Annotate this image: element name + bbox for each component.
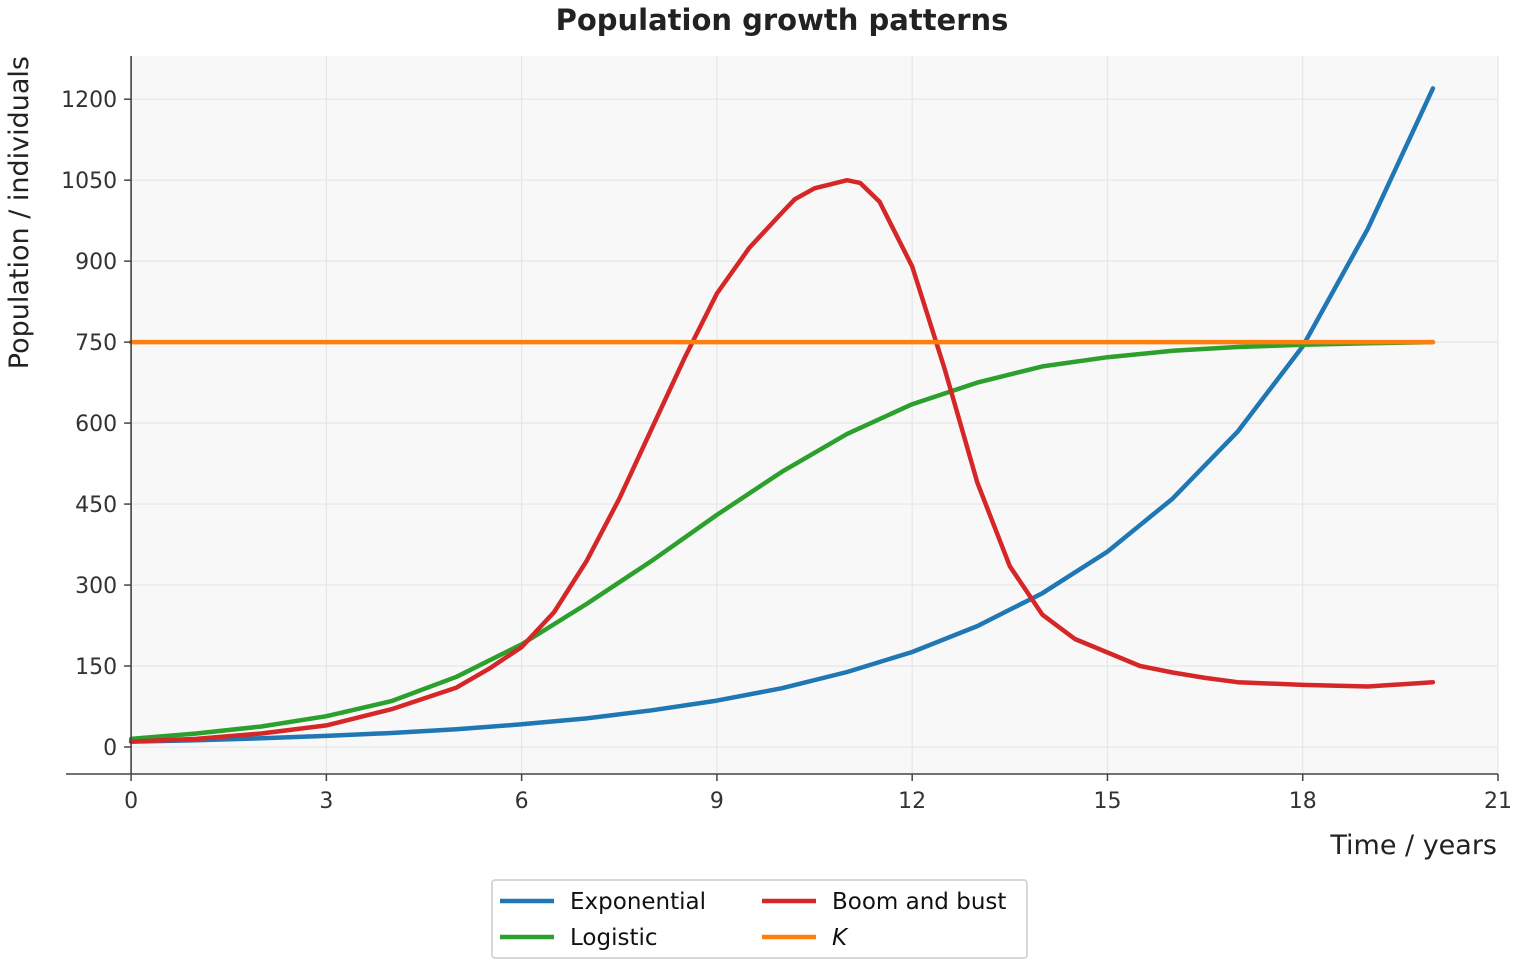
x-tick-label-9: 9 bbox=[710, 789, 724, 814]
axes bbox=[66, 56, 1499, 781]
y-tick-label-450: 450 bbox=[75, 493, 117, 518]
x-tick-label-15: 15 bbox=[1093, 789, 1121, 814]
x-tick-label-3: 3 bbox=[319, 789, 333, 814]
y-tick-label-1200: 1200 bbox=[61, 88, 117, 113]
plot-background bbox=[131, 56, 1498, 774]
chart-title: Population growth patterns bbox=[556, 3, 1009, 37]
series-layer bbox=[128, 86, 1436, 744]
series-line-boom-and-bust bbox=[128, 177, 1436, 744]
x-tick-label-6: 6 bbox=[515, 789, 529, 814]
x-tick-label-21: 21 bbox=[1484, 789, 1512, 814]
series-line-logistic bbox=[128, 339, 1436, 742]
y-tick-label-600: 600 bbox=[75, 412, 117, 437]
x-tick-label-18: 18 bbox=[1289, 789, 1317, 814]
y-tick-label-0: 0 bbox=[103, 736, 117, 761]
y-tick-label-1050: 1050 bbox=[61, 169, 117, 194]
legend-label-k: K bbox=[832, 925, 849, 951]
legend-label-boom-and-bust: Boom and bust bbox=[832, 889, 1006, 915]
legend-label-logistic: Logistic bbox=[570, 925, 658, 951]
series-line-exponential bbox=[128, 86, 1436, 744]
x-axis-label: Time / years bbox=[1329, 830, 1497, 861]
tick-labels: 0 3 6 9 12 15 18 21 0 150 300 450 600 750 900 1050 1200 bbox=[61, 88, 1512, 814]
y-tick-label-150: 150 bbox=[75, 655, 117, 680]
legend-box bbox=[491, 879, 1028, 959]
x-tick-label-0: 0 bbox=[124, 789, 138, 814]
y-tick-label-900: 900 bbox=[75, 250, 117, 275]
x-tick-label-12: 12 bbox=[898, 789, 926, 814]
legend: Exponential Logistic Boom and bust K bbox=[491, 879, 1028, 959]
y-axis-label: Population / individuals bbox=[4, 56, 35, 369]
y-tick-label-300: 300 bbox=[75, 574, 117, 599]
legend-label-exponential: Exponential bbox=[570, 889, 706, 915]
y-tick-label-750: 750 bbox=[75, 331, 117, 356]
